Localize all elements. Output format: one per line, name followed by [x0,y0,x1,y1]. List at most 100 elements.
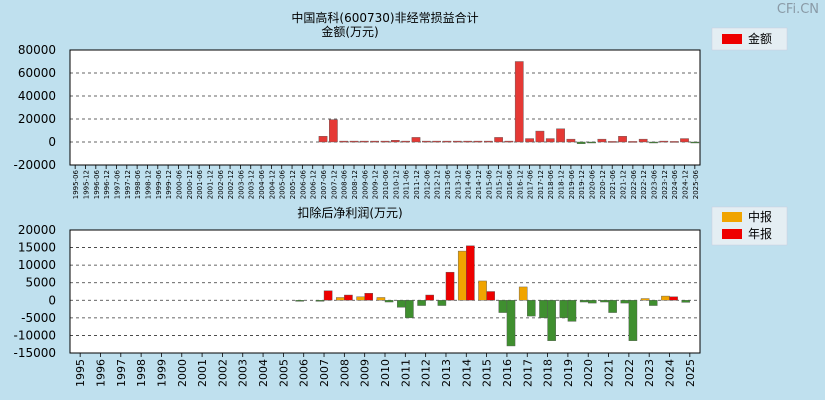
chart1-bar [556,128,565,143]
chart1-bar [597,138,607,143]
chart2-y-tick-label: 10000 [18,258,56,272]
chart2-y-tick-label: -15000 [13,346,56,360]
chart1-title: 中国高科(600730)非经常损益合计 [291,10,478,25]
chart1-x-tick-label: 2012-06 [423,169,431,199]
chart2-bar [567,300,577,322]
chart2-bar [457,250,467,301]
chart1-x-tick-label: 2001-06 [196,169,204,199]
chart2-bar [620,300,630,304]
chart1-x-tick-label: 2007-12 [330,170,338,199]
chart2-x-tick-label: 1998 [135,359,148,387]
chart2-x-tick-label: 2018 [542,359,555,387]
chart2-x-tick-label: 2015 [481,359,494,387]
chart2-x-tick-label: 2019 [562,359,575,387]
chart2-y-tick-label: -10000 [13,328,56,342]
chart2-y-tick-label: 0 [48,293,56,307]
chart1-legend-label: 金额 [748,31,772,46]
chart1-bar [401,140,410,143]
chart2-bar [417,300,426,306]
chart1-x-tick-label: 2003-12 [248,170,256,199]
chart1-x-tick-label: 2016-12 [516,170,524,199]
chart1-bar [442,140,452,143]
chart1-x-tick-label: 1997-12 [124,170,132,199]
chart1-plot-area [70,50,700,165]
chart2-bar [559,300,569,319]
chart1-x-tick-label: 2006-12 [310,170,318,199]
chart2-x-tick-label: 2009 [359,359,372,387]
chart1-x-tick-label: 2022-12 [640,170,648,199]
chart1-x-tick-label: 2024-12 [682,170,690,199]
chart2-x-tick-label: 2024 [664,359,677,387]
chart1-x-tick-label: 2021-06 [609,169,617,199]
chart1-bar [360,140,369,143]
chart2-x-tick-label: 2013 [440,359,453,387]
chart2-bar [445,271,455,301]
chart1-y-tick-label: 80000 [18,43,56,57]
chart1-x-tick-label: 2024-06 [671,169,679,199]
chart2-bar [681,300,691,303]
chart1-bar [607,141,617,143]
chart2-x-tick-label: 1996 [94,359,107,387]
chart1-y-tick-label: 0 [48,135,56,149]
chart1-x-tick-label: 1999-12 [165,170,173,199]
chart1-x-tick-label: 2025-06 [692,169,700,199]
chart1-bar [525,138,534,143]
chart2-bar [295,300,304,302]
chart1-bar [566,138,576,143]
chart1-y-tick-label: -20000 [13,158,56,172]
chart2-bar [466,245,475,301]
chart2-bar [547,300,556,341]
chart2-bar [384,300,394,303]
chart2-x-tick-label: 2006 [298,359,311,387]
chart1-x-tick-label: 1996-12 [103,170,111,199]
chart1-bar [494,137,503,143]
chart1-x-tick-label: 2020-06 [589,169,597,199]
chart1-x-tick-label: 2010-06 [382,169,390,199]
chart1-ylabel: 金额(万元) [321,24,378,39]
chart1-bar [483,140,493,143]
chart1-legend: 金额 [711,27,788,51]
chart2-bar [364,293,374,301]
chart2-bar [539,300,548,319]
chart2-x-tick-label: 2001 [196,359,209,387]
chart2-legend-label: 中报 [748,209,772,224]
chart1-x-tick-label: 2016-06 [506,169,514,199]
chart2-bar [437,300,447,306]
chart1-x-tick-label: 2023-12 [661,170,669,199]
chart2-bar [588,300,597,304]
chart1-x-tick-label: 2009-06 [361,169,369,199]
chart2-x-tick-label: 2004 [257,359,270,387]
chart2-bar [396,300,406,308]
chart1-x-tick-label: 2000-06 [175,169,183,199]
chart1-x-tick-label: 1995-06 [72,169,80,199]
chart2-x-tick-label: 2008 [338,359,351,387]
chart1-bar [411,137,421,143]
chart1-x-tick-label: 2003-06 [237,169,245,199]
chart2-x-tick-label: 2025 [684,359,697,387]
chart1-x-tick-label: 2011-06 [403,169,411,199]
chart1-x-tick-label: 2004-12 [268,170,276,199]
chart1-bar [339,140,349,143]
chart2-bar [425,294,434,301]
chart1-x-tick-label: 1995-12 [82,170,90,199]
chart2-bar [315,300,325,302]
chart1-bar [659,140,669,143]
chart2-bar [486,291,495,301]
chart2-plot-area [70,230,700,353]
chart1-bar [370,140,380,143]
chart2-x-tick-label: 2023 [643,359,656,387]
chart1-x-tick-label: 2008-12 [351,170,359,199]
chart2-bar [518,286,528,301]
chart2-x-tick-label: 2021 [603,359,616,387]
chart1-x-tick-label: 2010-12 [392,170,400,199]
chart2-bar [336,297,345,301]
chart1-x-tick-label: 2013-12 [454,170,462,199]
chart2-x-tick-label: 2007 [318,359,331,387]
chart1-x-tick-label: 2014-12 [475,170,483,199]
chart2-bar [600,300,609,303]
chart2-x-tick-label: 2010 [379,359,392,387]
chart1-x-tick-label: 2005-06 [279,169,287,199]
chart2-bar [498,300,508,313]
chart1-x-tick-label: 2002-06 [217,169,225,199]
